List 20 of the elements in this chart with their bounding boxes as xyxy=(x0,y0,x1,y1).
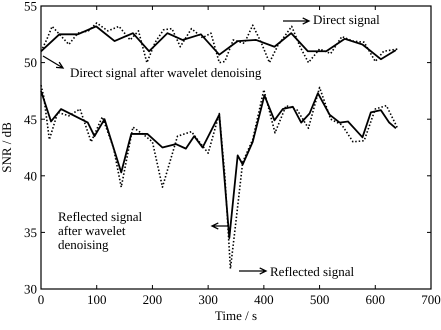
y-tick-label: 30 xyxy=(24,282,37,297)
y-tick-label: 50 xyxy=(24,55,37,70)
y-tick-label: 40 xyxy=(24,168,37,184)
y-tick-label: 55 xyxy=(24,0,37,14)
y-tick-label: 45 xyxy=(24,112,37,127)
x-axis-title: Time / s xyxy=(214,308,258,323)
x-tick-label: 400 xyxy=(254,292,274,307)
x-tick-label: 700 xyxy=(421,292,441,307)
x-tick-label: 300 xyxy=(198,292,218,307)
x-tick-label: 100 xyxy=(86,292,106,307)
y-tick-label: 35 xyxy=(24,224,37,240)
x-tick-label: 200 xyxy=(142,292,162,307)
annotation: Direct signal xyxy=(313,12,380,27)
x-tick-label: 500 xyxy=(310,292,330,307)
annotation: Reflected signal after wavelet denoising xyxy=(58,209,142,252)
annotation: Direct signal after wavelet denoising xyxy=(70,65,262,80)
x-tick-label: 0 xyxy=(38,292,44,307)
x-tick-label: 600 xyxy=(366,292,386,307)
annotation: Reflected signal xyxy=(270,264,354,279)
y-axis-title: SNR / dB xyxy=(0,122,14,173)
